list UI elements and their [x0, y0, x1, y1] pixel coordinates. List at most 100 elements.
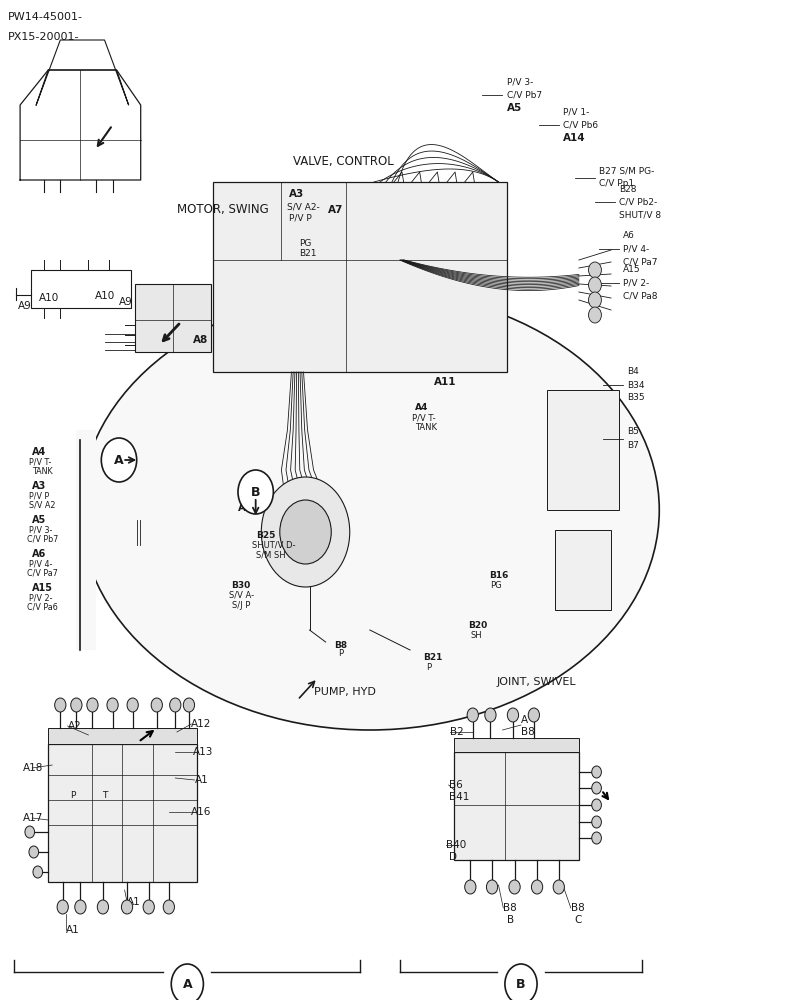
Text: P/V T-: P/V T-	[29, 458, 51, 466]
Text: B8: B8	[503, 903, 516, 913]
Text: A6: A6	[622, 232, 634, 240]
Text: A9: A9	[119, 297, 132, 307]
Text: A4: A4	[414, 402, 428, 412]
Text: B20: B20	[467, 620, 487, 630]
Circle shape	[57, 900, 68, 914]
Circle shape	[588, 277, 601, 293]
Text: T: T	[102, 790, 107, 800]
Circle shape	[528, 708, 539, 722]
Circle shape	[504, 964, 536, 1000]
Text: C/V Pb2-: C/V Pb2-	[618, 198, 657, 207]
Circle shape	[261, 477, 349, 587]
Text: C/V Pb6: C/V Pb6	[562, 120, 597, 129]
Text: P/V 2-: P/V 2-	[622, 278, 649, 288]
Circle shape	[143, 900, 154, 914]
Circle shape	[33, 866, 43, 878]
Circle shape	[238, 470, 273, 514]
Text: P/V 4-: P/V 4-	[622, 244, 649, 253]
Text: A7: A7	[328, 205, 343, 215]
Text: A11: A11	[434, 377, 456, 387]
Text: A: A	[520, 715, 528, 725]
Text: A1: A1	[66, 925, 79, 935]
Circle shape	[25, 826, 35, 838]
Ellipse shape	[80, 290, 658, 730]
Circle shape	[591, 816, 601, 828]
Text: MOTOR, SWING: MOTOR, SWING	[177, 204, 268, 217]
Circle shape	[279, 500, 331, 564]
Circle shape	[507, 708, 518, 722]
Text: P: P	[426, 662, 430, 672]
Circle shape	[183, 698, 194, 712]
Circle shape	[552, 880, 564, 894]
Text: B35: B35	[626, 393, 644, 402]
Text: B: B	[251, 486, 260, 498]
Text: B8: B8	[520, 727, 534, 737]
Text: B6: B6	[448, 780, 462, 790]
Text: P/V 1-: P/V 1-	[562, 107, 589, 116]
FancyBboxPatch shape	[554, 530, 610, 610]
Text: PUMP, HYD: PUMP, HYD	[313, 687, 375, 697]
Text: P/V 4-: P/V 4-	[29, 560, 52, 568]
Text: A15: A15	[622, 265, 640, 274]
Text: PW14-45001-: PW14-45001-	[8, 12, 83, 22]
Text: A8: A8	[193, 335, 208, 345]
Text: A10: A10	[39, 293, 59, 303]
FancyBboxPatch shape	[454, 752, 578, 860]
Text: A5: A5	[506, 103, 521, 113]
FancyBboxPatch shape	[48, 744, 197, 882]
Text: P/V T-: P/V T-	[412, 414, 435, 422]
Text: SHUT/V D-: SHUT/V D-	[252, 540, 296, 550]
Circle shape	[121, 900, 132, 914]
Text: B34: B34	[626, 380, 644, 389]
Text: A18: A18	[22, 763, 43, 773]
Circle shape	[591, 766, 601, 778]
Text: P/V 3-: P/V 3-	[506, 78, 532, 87]
FancyBboxPatch shape	[76, 430, 96, 650]
Circle shape	[467, 708, 478, 722]
Text: C/V Pb7: C/V Pb7	[506, 91, 541, 100]
Text: B25: B25	[255, 530, 275, 540]
Text: A14: A14	[562, 133, 585, 143]
Text: B41: B41	[448, 792, 468, 802]
FancyBboxPatch shape	[546, 390, 618, 510]
Text: P: P	[337, 650, 342, 658]
FancyBboxPatch shape	[48, 728, 197, 744]
Text: A15: A15	[32, 583, 53, 593]
FancyBboxPatch shape	[135, 284, 211, 352]
Text: S/V A-: S/V A-	[229, 590, 254, 599]
Circle shape	[151, 698, 162, 712]
Circle shape	[169, 698, 181, 712]
Circle shape	[101, 438, 137, 482]
Text: A7: A7	[238, 503, 253, 513]
Text: B27 S/M PG-: B27 S/M PG-	[598, 166, 654, 176]
Text: C/V Pp1: C/V Pp1	[598, 180, 634, 188]
Circle shape	[591, 782, 601, 794]
Text: SH: SH	[470, 631, 481, 640]
Circle shape	[484, 708, 495, 722]
Text: P/V 3-: P/V 3-	[29, 526, 52, 534]
Text: B8: B8	[334, 641, 347, 650]
Text: A1: A1	[194, 775, 208, 785]
Text: B16: B16	[488, 572, 507, 580]
Text: B: B	[516, 978, 525, 990]
Circle shape	[531, 880, 542, 894]
Text: TANK: TANK	[414, 422, 436, 432]
Text: A2: A2	[67, 721, 81, 731]
Circle shape	[588, 307, 601, 323]
Text: B21: B21	[422, 654, 442, 662]
Text: PG: PG	[299, 238, 311, 247]
Text: B4: B4	[626, 367, 638, 376]
Text: A9: A9	[18, 301, 31, 311]
Text: C/V Pa7: C/V Pa7	[622, 257, 657, 266]
Text: B28: B28	[618, 184, 636, 194]
Text: B8: B8	[570, 903, 584, 913]
Text: D: D	[448, 852, 456, 862]
Circle shape	[87, 698, 98, 712]
Text: B: B	[506, 915, 513, 925]
Text: A4: A4	[32, 447, 47, 457]
Circle shape	[29, 846, 39, 858]
Circle shape	[107, 698, 118, 712]
Circle shape	[97, 900, 108, 914]
Text: A17: A17	[22, 813, 43, 823]
Text: PX15-20001-: PX15-20001-	[8, 32, 79, 42]
